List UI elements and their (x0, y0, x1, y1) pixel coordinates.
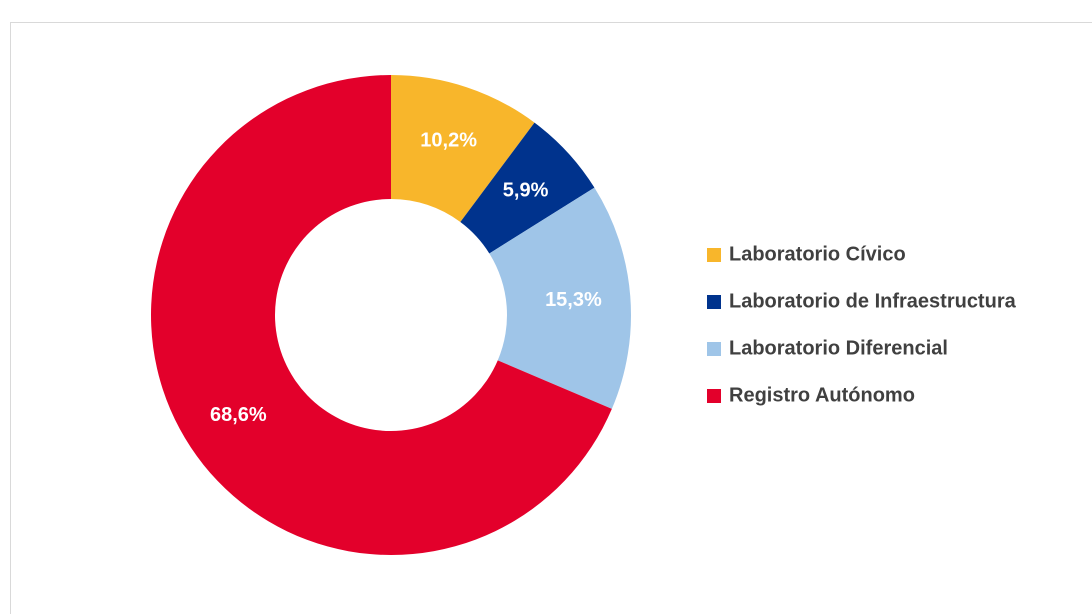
data-label: 15,3% (545, 289, 602, 311)
legend-label: Laboratorio Diferencial (729, 337, 948, 359)
legend-swatch (707, 342, 721, 356)
data-label: 10,2% (420, 130, 477, 152)
legend-label: Laboratorio de Infraestructura (729, 290, 1017, 312)
legend-label: Laboratorio Cívico (729, 243, 906, 265)
donut-slice (460, 122, 595, 254)
legend-swatch (707, 295, 721, 309)
legend-swatch (707, 389, 721, 403)
data-label: 68,6% (210, 404, 267, 426)
donut-slice (151, 75, 612, 556)
data-label: 5,9% (503, 179, 549, 201)
legend-swatch (707, 248, 721, 262)
donut-slice (489, 187, 632, 409)
donut-slice (391, 75, 535, 223)
legend-label: Registro Autónomo (729, 384, 915, 406)
